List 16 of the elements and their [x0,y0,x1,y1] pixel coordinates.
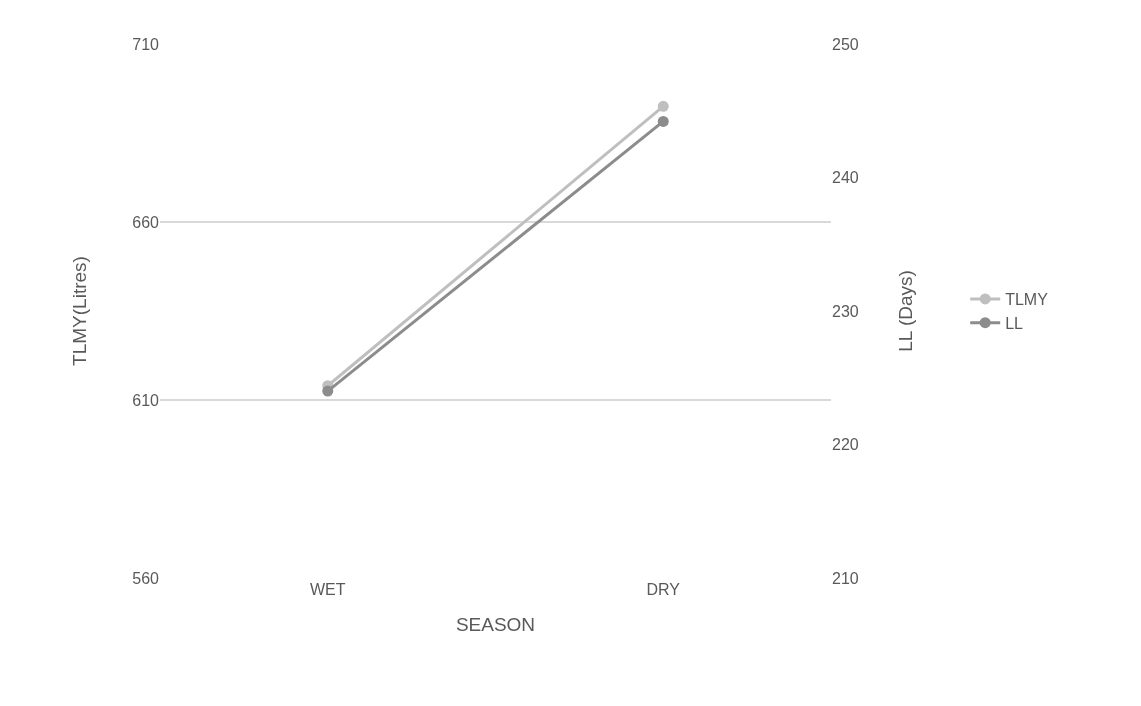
y-tick-label: 710 [132,35,160,53]
x-tick-label: WET [309,581,346,598]
y2-tick-label: 230 [832,302,859,320]
y2-tick-label: 210 [832,569,859,587]
y-tick-label: 610 [132,391,160,409]
y-tick-label: 660 [132,213,160,231]
y2-axis-title: LL (Days) [894,270,916,352]
legend-label: TLMY [1005,291,1049,309]
x-axis-title: SEASON [455,613,536,635]
x-tick-label: DRY [646,581,681,598]
legend-label: LL [1005,314,1024,332]
y2-tick-label: 250 [832,35,859,53]
y2-tick-label: 240 [832,169,859,187]
y-tick-label: 560 [132,569,160,587]
y2-tick-label: 220 [832,436,859,454]
y-axis-title: TLMY(Litres) [69,256,91,366]
